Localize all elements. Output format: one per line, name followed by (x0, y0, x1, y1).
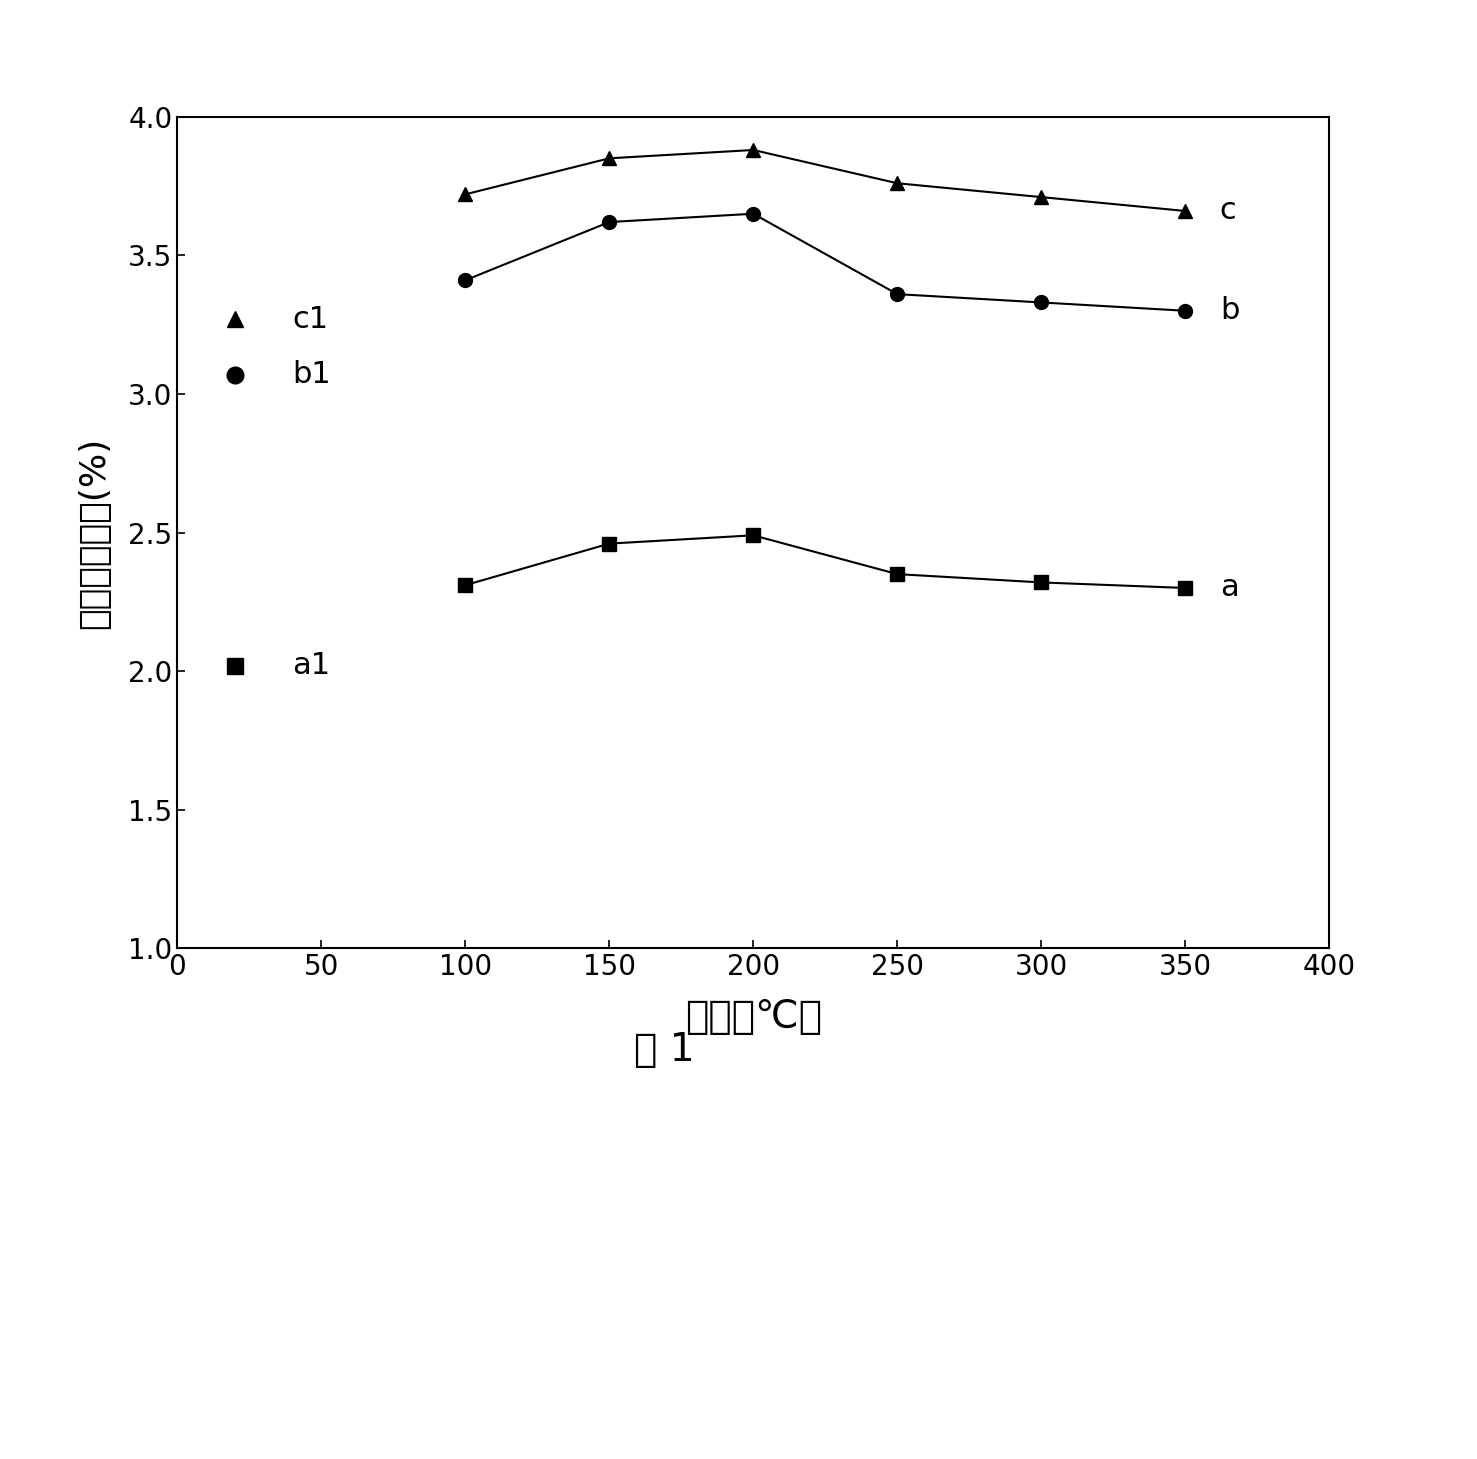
Text: c: c (1220, 197, 1236, 226)
Text: a1: a1 (292, 651, 331, 680)
Text: 图 1: 图 1 (634, 1032, 696, 1069)
Text: c1: c1 (292, 305, 328, 334)
Text: b1: b1 (292, 360, 331, 390)
Text: a: a (1220, 573, 1239, 603)
Text: b: b (1220, 296, 1239, 325)
X-axis label: 温度（℃）: 温度（℃） (685, 998, 821, 1036)
Y-axis label: 各向异性磁阔(%): 各向异性磁阔(%) (77, 436, 111, 629)
